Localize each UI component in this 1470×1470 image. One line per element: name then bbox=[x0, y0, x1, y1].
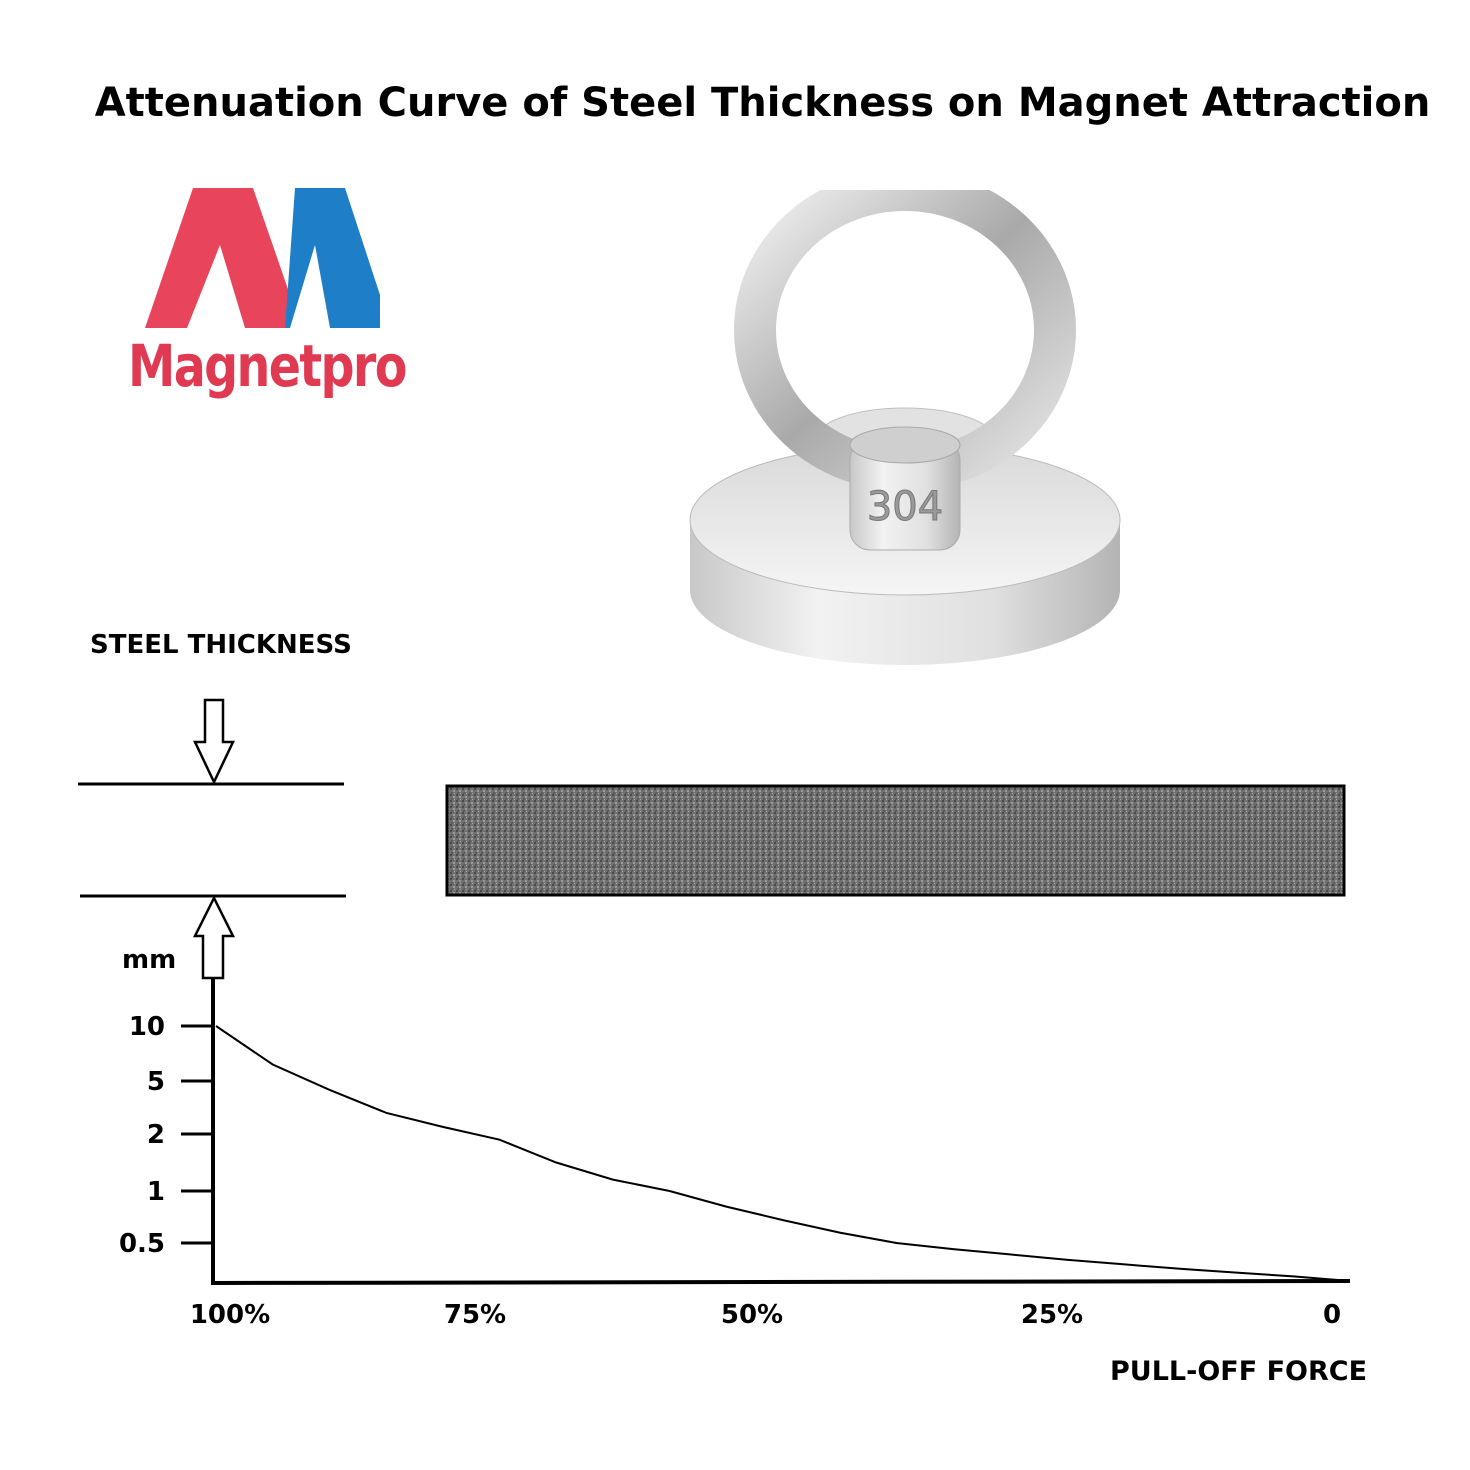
attenuation-curve-line bbox=[215, 1025, 1351, 1282]
y-tick-label: 5 bbox=[147, 1067, 165, 1097]
y-tick-label: 10 bbox=[129, 1012, 165, 1042]
logo-right-m-shape bbox=[285, 188, 380, 328]
x-tick-label: 0 bbox=[1323, 1300, 1341, 1330]
eye-bolt-magnet-icon: 304 bbox=[689, 190, 1121, 665]
y-tick-label: 1 bbox=[147, 1177, 165, 1207]
logo-text: Magnetpro bbox=[128, 332, 407, 400]
y-tick-label: 0.5 bbox=[119, 1229, 165, 1259]
page-title: Attenuation Curve of Steel Thickness on … bbox=[94, 80, 1431, 126]
down-arrow-icon bbox=[193, 698, 235, 785]
x-tick-label: 50% bbox=[721, 1300, 783, 1330]
engraving-text: 304 bbox=[867, 484, 943, 530]
steel-plate bbox=[445, 784, 1346, 897]
up-arrow-icon bbox=[192, 895, 236, 980]
y-axis-unit: mm bbox=[122, 945, 176, 975]
x-tick-label: 100% bbox=[190, 1300, 270, 1330]
steel-thickness-label: STEEL THICKNESS bbox=[90, 630, 352, 660]
x-axis bbox=[210, 1279, 1351, 1285]
x-axis-title: PULL-OFF FORCE bbox=[1110, 1356, 1368, 1387]
x-tick-label: 75% bbox=[444, 1300, 506, 1330]
y-tick-label: 2 bbox=[147, 1120, 165, 1150]
x-tick-label: 25% bbox=[1021, 1300, 1083, 1330]
logo-left-m-shape bbox=[145, 188, 290, 328]
magnetpro-logo bbox=[145, 188, 380, 328]
attenuation-chart: mm 10 5 2 1 0.5 100% 75% 50% 25% 0 bbox=[78, 698, 1351, 1330]
